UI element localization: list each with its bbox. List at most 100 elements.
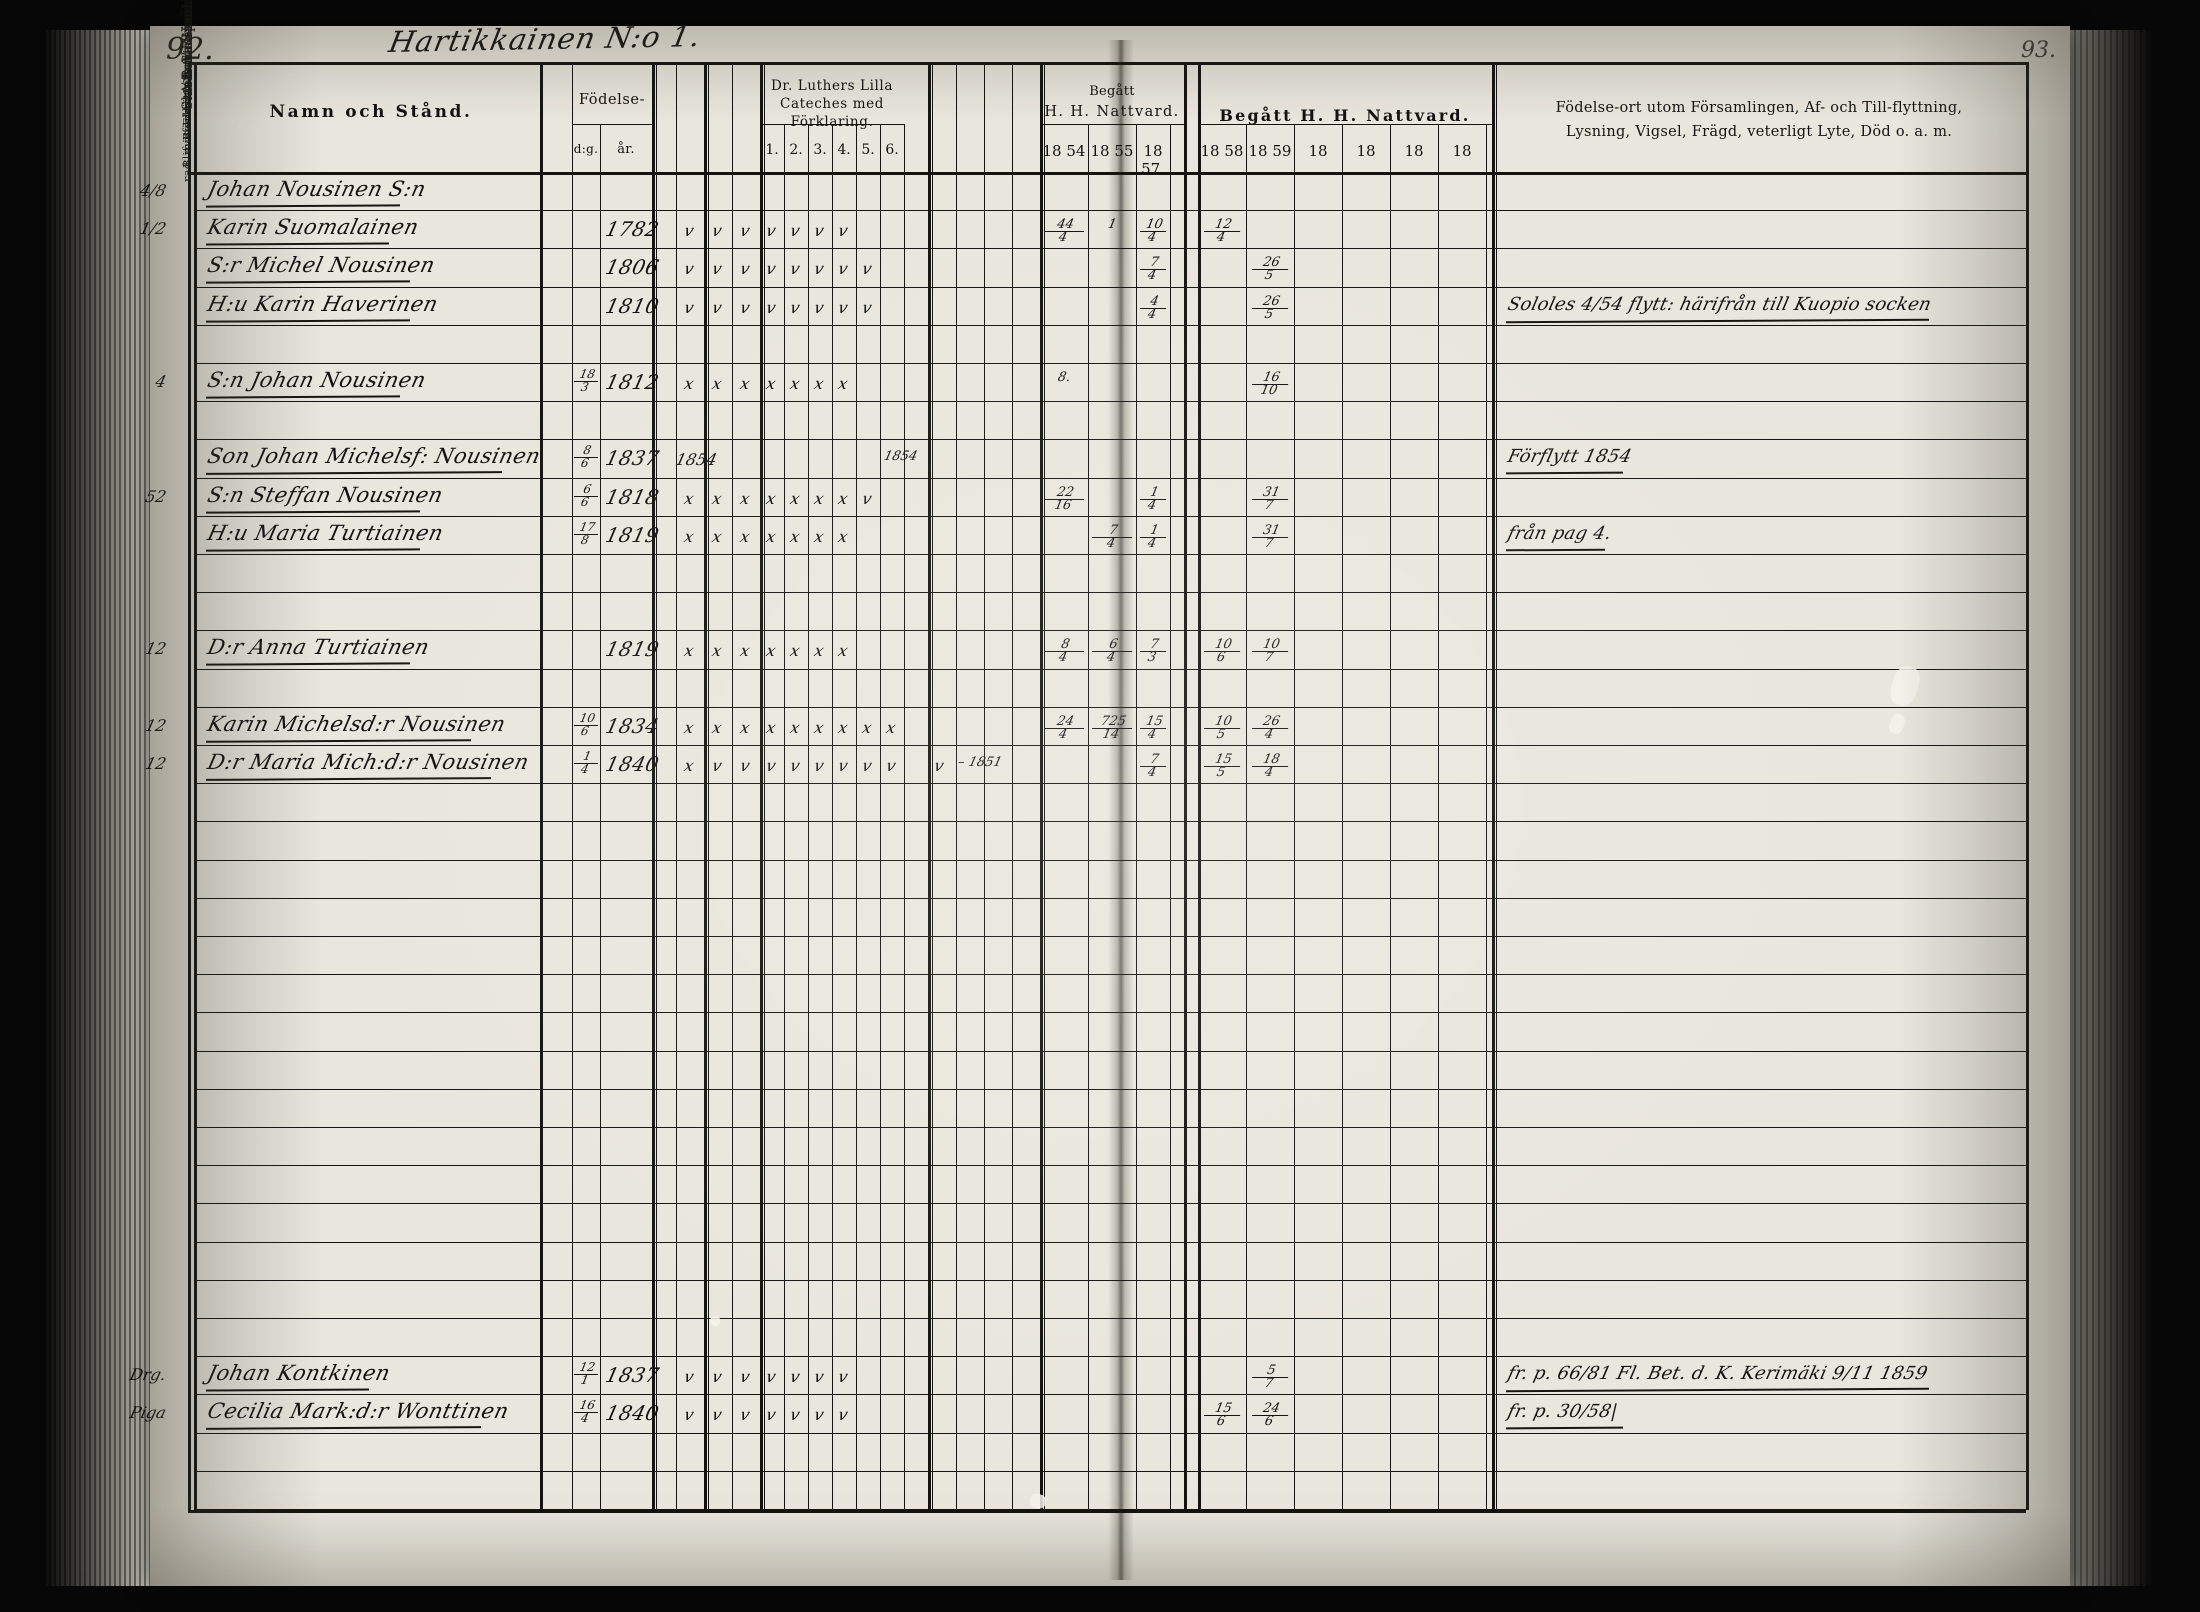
header-catechism-line-2: Cateches med — [780, 96, 884, 112]
birth-subheader-rule — [572, 124, 652, 125]
row-rule-21 — [194, 974, 2026, 975]
catechism-subheader-rule — [760, 124, 904, 125]
film-border-left — [0, 0, 48, 1612]
communion-mark-right-11: 18 4 — [1249, 752, 1291, 780]
row-rule-10 — [194, 554, 2026, 555]
col-rule-catechism-6 — [904, 124, 905, 1510]
row-birth-year-12: 1840 — [603, 1401, 662, 1426]
row-rule-35 — [194, 1509, 2026, 1510]
row-mark-8-2: x — [738, 641, 752, 661]
row-rule-12 — [194, 630, 2026, 631]
row-mark-9-2: x — [738, 717, 752, 737]
row-mark-3-2: v — [738, 297, 752, 317]
communion-mark-left-2: 10 4 — [1137, 217, 1169, 246]
row-mark-10-3: v — [764, 756, 778, 775]
row-mark-11-6: v — [836, 1367, 850, 1387]
communion-mark-left-6: 22 16 — [1041, 485, 1087, 513]
row-mark-6-2: x — [738, 488, 752, 508]
col-rule-innanlasning — [704, 62, 707, 1510]
row-name-6: S:n Steffan Nousinen — [205, 482, 446, 507]
row-rule-31 — [194, 1356, 2026, 1357]
row-mark-11-5: v — [812, 1367, 826, 1387]
row-mark-7-0: x — [682, 526, 696, 546]
register-table: Namn och Stånd. Födelse-d:g. år. Vaccinatio… — [128, 0, 2040, 1540]
folio-number-left: 92. — [166, 32, 214, 67]
header-bottom-border — [188, 172, 2026, 175]
row-birth-day-9: 10 6 — [572, 711, 601, 737]
row-rule-33 — [194, 1433, 2026, 1434]
row-margin-note-1: 1/2 — [138, 219, 169, 239]
table-outer-right-border — [2026, 62, 2029, 1510]
year-column-left-1: 18 55 — [1090, 142, 1134, 160]
row-note-underline-3 — [1505, 318, 1930, 323]
header-catechism-line-3: Förklaring. — [790, 114, 874, 130]
row-name-underline-0 — [205, 204, 400, 208]
row-mark-1-3: v — [764, 221, 778, 241]
row-mark-4-5: x — [812, 374, 826, 393]
row-mark-11-2: v — [738, 1367, 752, 1387]
col-rule-communion-left-2 — [1136, 124, 1137, 1510]
communion-mark-right-9: 26 4 — [1249, 714, 1291, 742]
row-name-underline-6 — [205, 509, 421, 513]
running-head-village: Hartikkainen N:o 1. — [386, 19, 705, 59]
row-mark-7-2: x — [738, 526, 752, 546]
row-birth-year-6: 1818 — [603, 484, 662, 509]
col-rule-abcbook — [732, 62, 733, 1510]
row-mark-6-5: x — [812, 488, 826, 508]
communion-mark-right-1: 26 5 — [1249, 255, 1291, 284]
row-mark-3-5: v — [812, 297, 826, 317]
communion-mark-right-3: 16 10 — [1249, 370, 1291, 398]
row-mark-2-4: v — [788, 259, 802, 279]
header-name-and-standing: Namn och Stånd. — [269, 102, 473, 122]
row-rule-22 — [194, 1012, 2026, 1013]
row-rule-2 — [194, 248, 2026, 249]
row-name-underline-9 — [205, 738, 472, 743]
row-margin-note-0: 4/8 — [138, 181, 169, 200]
header-birth-day: d:g. — [573, 142, 599, 156]
row-rule-20 — [194, 936, 2026, 937]
row-name-underline-12 — [205, 1426, 482, 1430]
row-mark-8-3: x — [764, 641, 778, 661]
row-mark-6-6: x — [836, 488, 850, 508]
row-mark-6-1: x — [710, 488, 724, 508]
row-rule-5 — [194, 363, 2026, 364]
row-mark-8-0: x — [682, 641, 696, 661]
row-name-3: H:u Karin Haverinen — [205, 291, 441, 316]
year-column-right-4: 18 — [1404, 142, 1424, 160]
year-column-left-0: 18 54 — [1042, 142, 1086, 160]
row-mark-1-1: v — [710, 221, 724, 241]
row-rule-29 — [194, 1280, 2026, 1281]
row-rule-9 — [194, 516, 2026, 517]
row-rule-23 — [194, 1051, 2026, 1052]
year-column-right-2: 18 — [1308, 142, 1328, 160]
communion-mark-left-14: 725 14 — [1089, 714, 1135, 742]
row-mark-12-3: v — [764, 1405, 778, 1425]
row-mark-2-6: v — [836, 259, 850, 279]
year-column-right-1: 18 59 — [1248, 142, 1292, 160]
row-mark-7-3: x — [764, 526, 778, 546]
year-column-left-2: 18 57. — [1141, 142, 1165, 178]
row-birth-year-1: 1782 — [603, 217, 662, 242]
row-mark-4-2: x — [738, 374, 752, 393]
table-bottom-border — [188, 1510, 2026, 1513]
row-birth-day-7: 17 8 — [572, 520, 601, 546]
row-mark-10-8: v — [884, 756, 898, 775]
row-mark-4-1: x — [710, 374, 724, 393]
table-outer-left-border — [188, 62, 191, 1510]
row-rule-6 — [194, 401, 2026, 402]
communion-mark-right-0: 12 4 — [1201, 217, 1243, 246]
row-mark-3-7: v — [860, 297, 874, 317]
row-rule-3 — [194, 287, 2026, 288]
row-mark-10-4: v — [788, 756, 802, 775]
header-communion-left-line1: Begått — [1089, 84, 1135, 99]
row-name-underline-7 — [205, 548, 421, 551]
row-rule-18 — [194, 860, 2026, 861]
row-name-7: H:u Maria Turtiainen — [205, 520, 446, 545]
row-mark-12-6: v — [836, 1405, 850, 1425]
row-margin-note-10: 12 — [143, 754, 169, 773]
row-margin-note-9: 12 — [143, 715, 169, 735]
row-rule-13 — [194, 669, 2026, 670]
